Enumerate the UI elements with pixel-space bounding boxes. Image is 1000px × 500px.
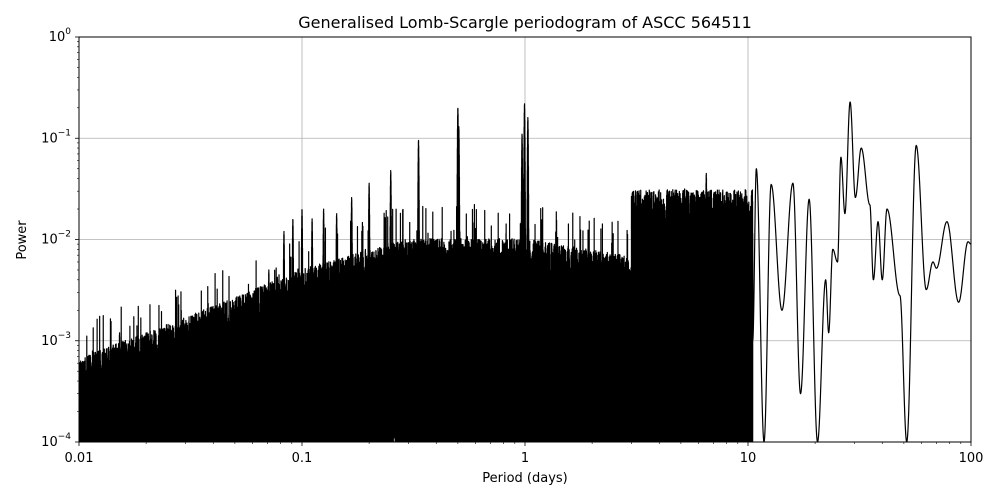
y-axis-ticks: 10−4 10−3 10−2 10−1 100 [41, 27, 79, 450]
y-tick-label: 10−2 [41, 230, 71, 248]
x-tick-label: 0.01 [65, 451, 94, 466]
x-tick-label: 1 [521, 451, 529, 466]
y-axis-label: Power [15, 220, 30, 260]
x-axis-ticks: 0.01 0.1 1 10 100 [65, 442, 984, 466]
y-tick-label: 10−3 [41, 331, 71, 349]
x-axis-label: Period (days) [482, 471, 568, 486]
periodogram-curve [79, 101, 971, 442]
chart-title: Generalised Lomb-Scargle periodogram of … [298, 13, 752, 32]
y-tick-label: 10−1 [41, 128, 71, 146]
x-tick-label: 100 [959, 451, 984, 466]
x-tick-label: 0.1 [292, 451, 313, 466]
y-tick-label: 10−4 [41, 432, 71, 450]
x-tick-label: 10 [740, 451, 757, 466]
y-tick-label: 100 [49, 27, 72, 45]
